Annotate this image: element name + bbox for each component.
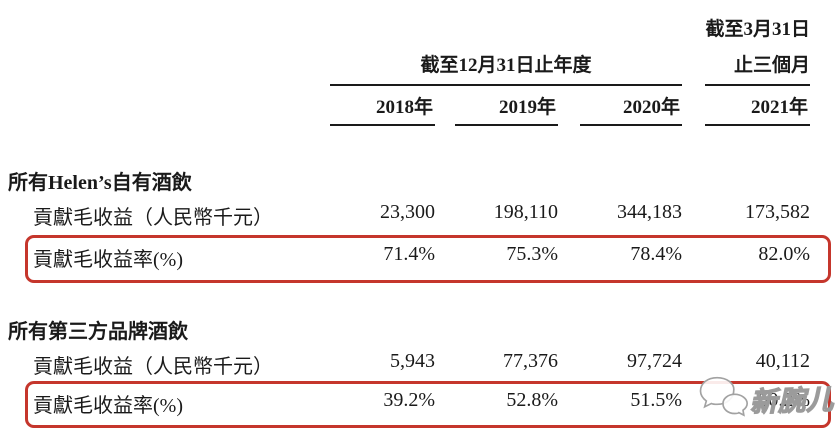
cell-value: 52.8% [506, 389, 558, 411]
cell-value: 78.4% [630, 243, 682, 265]
section-title-helens-own-beverages: 所有Helen’s自有酒飲 [8, 172, 192, 194]
cell-value: 5,943 [390, 350, 435, 372]
row-label-contribution-gross-margin: 貢獻毛收益率(%) [33, 395, 183, 417]
cell-value: 77,376 [503, 350, 558, 372]
year-column-2021: 2021年 [705, 92, 810, 126]
red-highlight-box-third-party-margin [25, 381, 831, 428]
table-row-highlighted: 貢獻毛收益率(%) 39.2% 52.8% 51.5% 50.2% [0, 389, 837, 417]
cell-value: 82.0% [758, 243, 810, 265]
row-label-contribution-gross-income: 貢獻毛收益（人民幣千元） [33, 207, 273, 229]
table-row: 貢獻毛收益（人民幣千元） 5,943 77,376 97,724 40,112 [0, 350, 837, 378]
section-title-third-party-beverages: 所有第三方品牌酒飲 [8, 321, 188, 343]
cell-value: 75.3% [506, 243, 558, 265]
row-label-contribution-gross-income: 貢獻毛收益（人民幣千元） [33, 356, 273, 378]
period-header-row: 截至12月31日止年度 止三個月 [0, 50, 837, 86]
table-row-highlighted: 貢獻毛收益率(%) 71.4% 75.3% 78.4% 82.0% [0, 243, 837, 271]
table-row: 貢獻毛收益（人民幣千元） 23,300 198,110 344,183 173,… [0, 201, 837, 229]
year-column-2018: 2018年 [330, 92, 435, 126]
quarter-period-header-line2: 止三個月 [705, 50, 810, 86]
cell-value: 198,110 [493, 201, 558, 223]
cell-value: 344,183 [617, 201, 682, 223]
quarter-period-header-line1: 截至3月31日 [705, 19, 810, 40]
chat-bubbles-icon [698, 374, 749, 423]
row-label-contribution-gross-margin: 貢獻毛收益率(%) [33, 249, 183, 271]
annual-period-header: 截至12月31日止年度 [330, 50, 682, 86]
cell-value: 40,112 [755, 350, 810, 372]
cell-value: 50.2% [758, 389, 810, 411]
cell-value: 97,724 [627, 350, 682, 372]
watermark-text: 新腕儿 [749, 383, 835, 417]
year-column-2019: 2019年 [455, 92, 558, 126]
red-highlight-box-own-margin [25, 235, 831, 283]
year-column-2020: 2020年 [580, 92, 682, 126]
cell-value: 71.4% [383, 243, 435, 265]
cell-value: 23,300 [380, 201, 435, 223]
cell-value: 173,582 [745, 201, 810, 223]
cell-value: 51.5% [630, 389, 682, 411]
watermark: 新腕儿 [698, 372, 835, 424]
cell-value: 39.2% [383, 389, 435, 411]
year-header-row: 2018年 2019年 2020年 2021年 [0, 92, 837, 126]
